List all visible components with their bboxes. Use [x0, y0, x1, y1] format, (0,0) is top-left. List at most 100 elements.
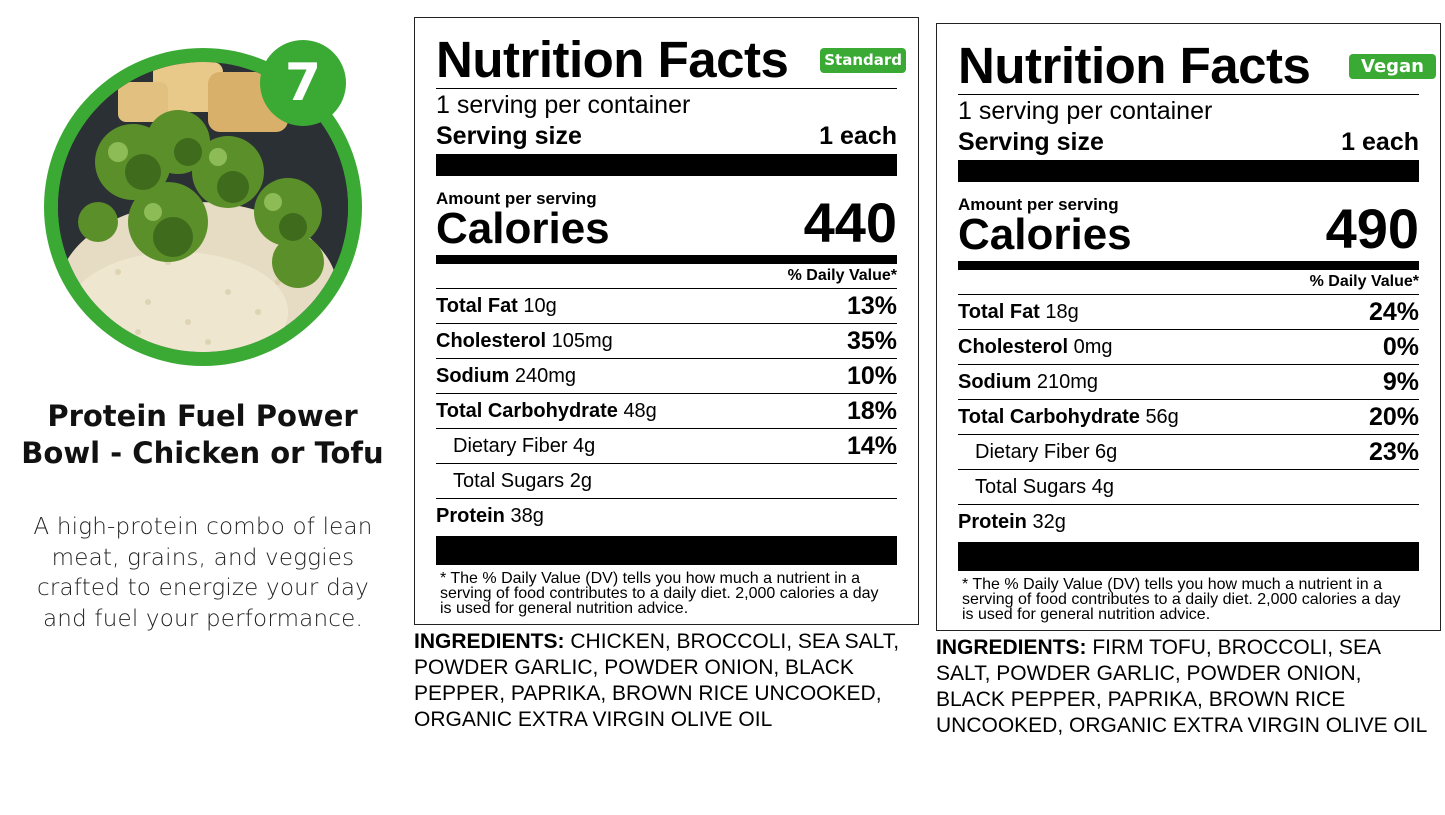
nutrient-row: Total Fat 10g 13% — [436, 289, 897, 324]
calories-label: Calories — [436, 204, 610, 253]
daily-value-header: % Daily Value* — [958, 270, 1419, 295]
nutrient-row: Total Fat 18g 24% — [958, 295, 1419, 330]
nutrient-amount: 210mg — [1036, 370, 1099, 393]
nutrient-daily-value: 18% — [846, 396, 897, 425]
daily-value-header: % Daily Value* — [436, 264, 897, 289]
calories-value: 440 — [803, 191, 897, 254]
nutrient-amount: 0mg — [1073, 335, 1113, 358]
divider-bottom — [436, 536, 897, 565]
nutrient-row: Total Carbohydrate 56g 20% — [958, 400, 1419, 435]
nutrient-amount: 18g — [1045, 300, 1079, 323]
nutrient-row: Total Sugars 4g — [958, 470, 1419, 505]
ingredients-text: FIRM TOFU, BROCCOLI, SEA SALT, POWDER GA… — [936, 636, 1428, 737]
nutrient-name: Total Sugars — [453, 469, 565, 492]
nutrition-label-vegan: Nutrition Facts Vegan 1 serving per cont… — [936, 23, 1441, 739]
nutrient-name: Total Fat — [436, 294, 518, 317]
nutrition-facts-panel: Nutrition Facts Standard 1 serving per c… — [414, 17, 919, 625]
nutrient-amount: 32g — [1032, 511, 1066, 533]
product-title-line-2: Bowl - Chicken or Tofu — [21, 436, 384, 470]
serving-size-row: Serving size 1 each — [958, 126, 1419, 158]
nutrient-daily-value: 35% — [846, 326, 897, 355]
label-header: Nutrition Facts Standard — [436, 31, 906, 88]
nutrient-name: Protein — [436, 505, 505, 527]
calories-value: 490 — [1325, 197, 1419, 260]
nutrient-amount: 240mg — [514, 364, 577, 387]
nutrient-name: Total Fat — [958, 300, 1040, 323]
nutrient-name: Total Carbohydrate — [436, 399, 618, 422]
nutrient-daily-value: 14% — [846, 431, 897, 460]
calories-row: Calories 490 — [958, 201, 1419, 259]
divider-medium — [958, 261, 1419, 270]
nutrient-daily-value: 9% — [1382, 367, 1419, 396]
diet-tag-badge: Vegan — [1349, 53, 1436, 79]
nutrient-amount: 6g — [1095, 440, 1118, 463]
nutrient-name: Cholesterol — [958, 335, 1069, 358]
divider-bottom — [958, 542, 1419, 571]
nutrient-row: Dietary Fiber 4g 14% — [436, 429, 897, 464]
serving-size-label: Serving size — [436, 122, 582, 150]
nutrient-daily-value: 13% — [846, 291, 897, 320]
nutrient-amount: 56g — [1145, 405, 1179, 428]
divider-thick — [958, 160, 1419, 182]
divider — [436, 88, 897, 89]
nutrient-row: Sodium 210mg 9% — [958, 365, 1419, 400]
nutrient-row: Cholesterol 0mg 0% — [958, 330, 1419, 365]
nutrient-row: Cholesterol 105mg 35% — [436, 324, 897, 359]
nutrient-row: Protein 32g — [958, 505, 1419, 540]
product-description: A high-protein combo of lean meat, grain… — [33, 514, 373, 632]
item-number-badge: 7 — [260, 40, 346, 126]
nutrient-amount: 4g — [1091, 475, 1114, 498]
nutrient-name: Sodium — [958, 370, 1032, 393]
amount-per-serving: Amount per serving — [958, 195, 1119, 214]
serving-size-label: Serving size — [958, 128, 1104, 156]
calories-row: Calories 440 — [436, 195, 897, 253]
nutrient-daily-value: 0% — [1382, 332, 1419, 361]
nutrient-name: Cholesterol — [436, 329, 547, 352]
nutrient-name: Sodium — [436, 364, 510, 387]
divider — [958, 94, 1419, 95]
product-title: Protein Fuel Power Bowl - Chicken or Tof… — [0, 398, 405, 472]
divider-medium — [436, 255, 897, 264]
serving-size-row: Serving size 1 each — [436, 120, 897, 152]
nutrient-row: Total Sugars 2g — [436, 464, 897, 499]
nutrient-amount: 4g — [573, 434, 596, 457]
calories-label: Calories — [958, 210, 1132, 259]
nutrient-amount: 10g — [523, 294, 557, 317]
servings-per-container: 1 serving per container — [958, 97, 1213, 125]
nutrient-row: Sodium 240mg 10% — [436, 359, 897, 394]
ingredients-list: INGREDIENTS: FIRM TOFU, BROCCOLI, SEA SA… — [936, 635, 1441, 739]
nutrition-facts-title: Nutrition Facts — [436, 31, 789, 88]
bowl-image — [58, 62, 348, 352]
serving-size-value: 1 each — [819, 122, 897, 150]
amount-per-serving: Amount per serving — [436, 189, 597, 208]
nutrition-facts-panel: Nutrition Facts Vegan 1 serving per cont… — [936, 23, 1441, 631]
nutrient-daily-value: 10% — [846, 361, 897, 390]
nutrient-row: Dietary Fiber 6g 23% — [958, 435, 1419, 470]
nutrient-amount: 105mg — [551, 329, 613, 352]
nutrient-row: Protein 38g — [436, 499, 897, 534]
servings-per-container: 1 serving per container — [436, 91, 691, 119]
daily-value-footnote: * The % Daily Value (DV) tells you how m… — [440, 570, 879, 617]
nutrient-amount: 2g — [569, 469, 592, 492]
nutrient-name: Total Sugars — [975, 475, 1087, 498]
ingredients-label: INGREDIENTS: — [414, 630, 565, 653]
nutrient-name: Dietary Fiber — [975, 440, 1090, 463]
nutrition-facts-title: Nutrition Facts — [958, 37, 1311, 94]
ingredients-list: INGREDIENTS: CHICKEN, BROCCOLI, SEA SALT… — [414, 629, 919, 733]
diet-tag-badge: Standard — [820, 47, 906, 73]
nutrient-name: Total Carbohydrate — [958, 405, 1140, 428]
nutrient-row: Total Carbohydrate 48g 18% — [436, 394, 897, 429]
product-title-line-1: Protein Fuel Power — [47, 399, 358, 433]
nutrient-amount: 38g — [510, 505, 544, 527]
nutrient-name: Protein — [958, 511, 1027, 533]
divider-thick — [436, 154, 897, 176]
nutrient-daily-value: 24% — [1368, 297, 1419, 326]
nutrient-daily-value: 23% — [1368, 437, 1419, 466]
nutrient-name: Dietary Fiber — [453, 434, 568, 457]
ingredients-label: INGREDIENTS: — [936, 636, 1087, 659]
nutrition-label-standard: Nutrition Facts Standard 1 serving per c… — [414, 17, 919, 733]
product-panel: 7 Protein Fuel Power Bowl - Chicken or T… — [0, 0, 405, 815]
nutrient-amount: 48g — [623, 399, 657, 422]
nutrient-daily-value: 20% — [1368, 402, 1419, 431]
daily-value-footnote: * The % Daily Value (DV) tells you how m… — [962, 576, 1401, 623]
